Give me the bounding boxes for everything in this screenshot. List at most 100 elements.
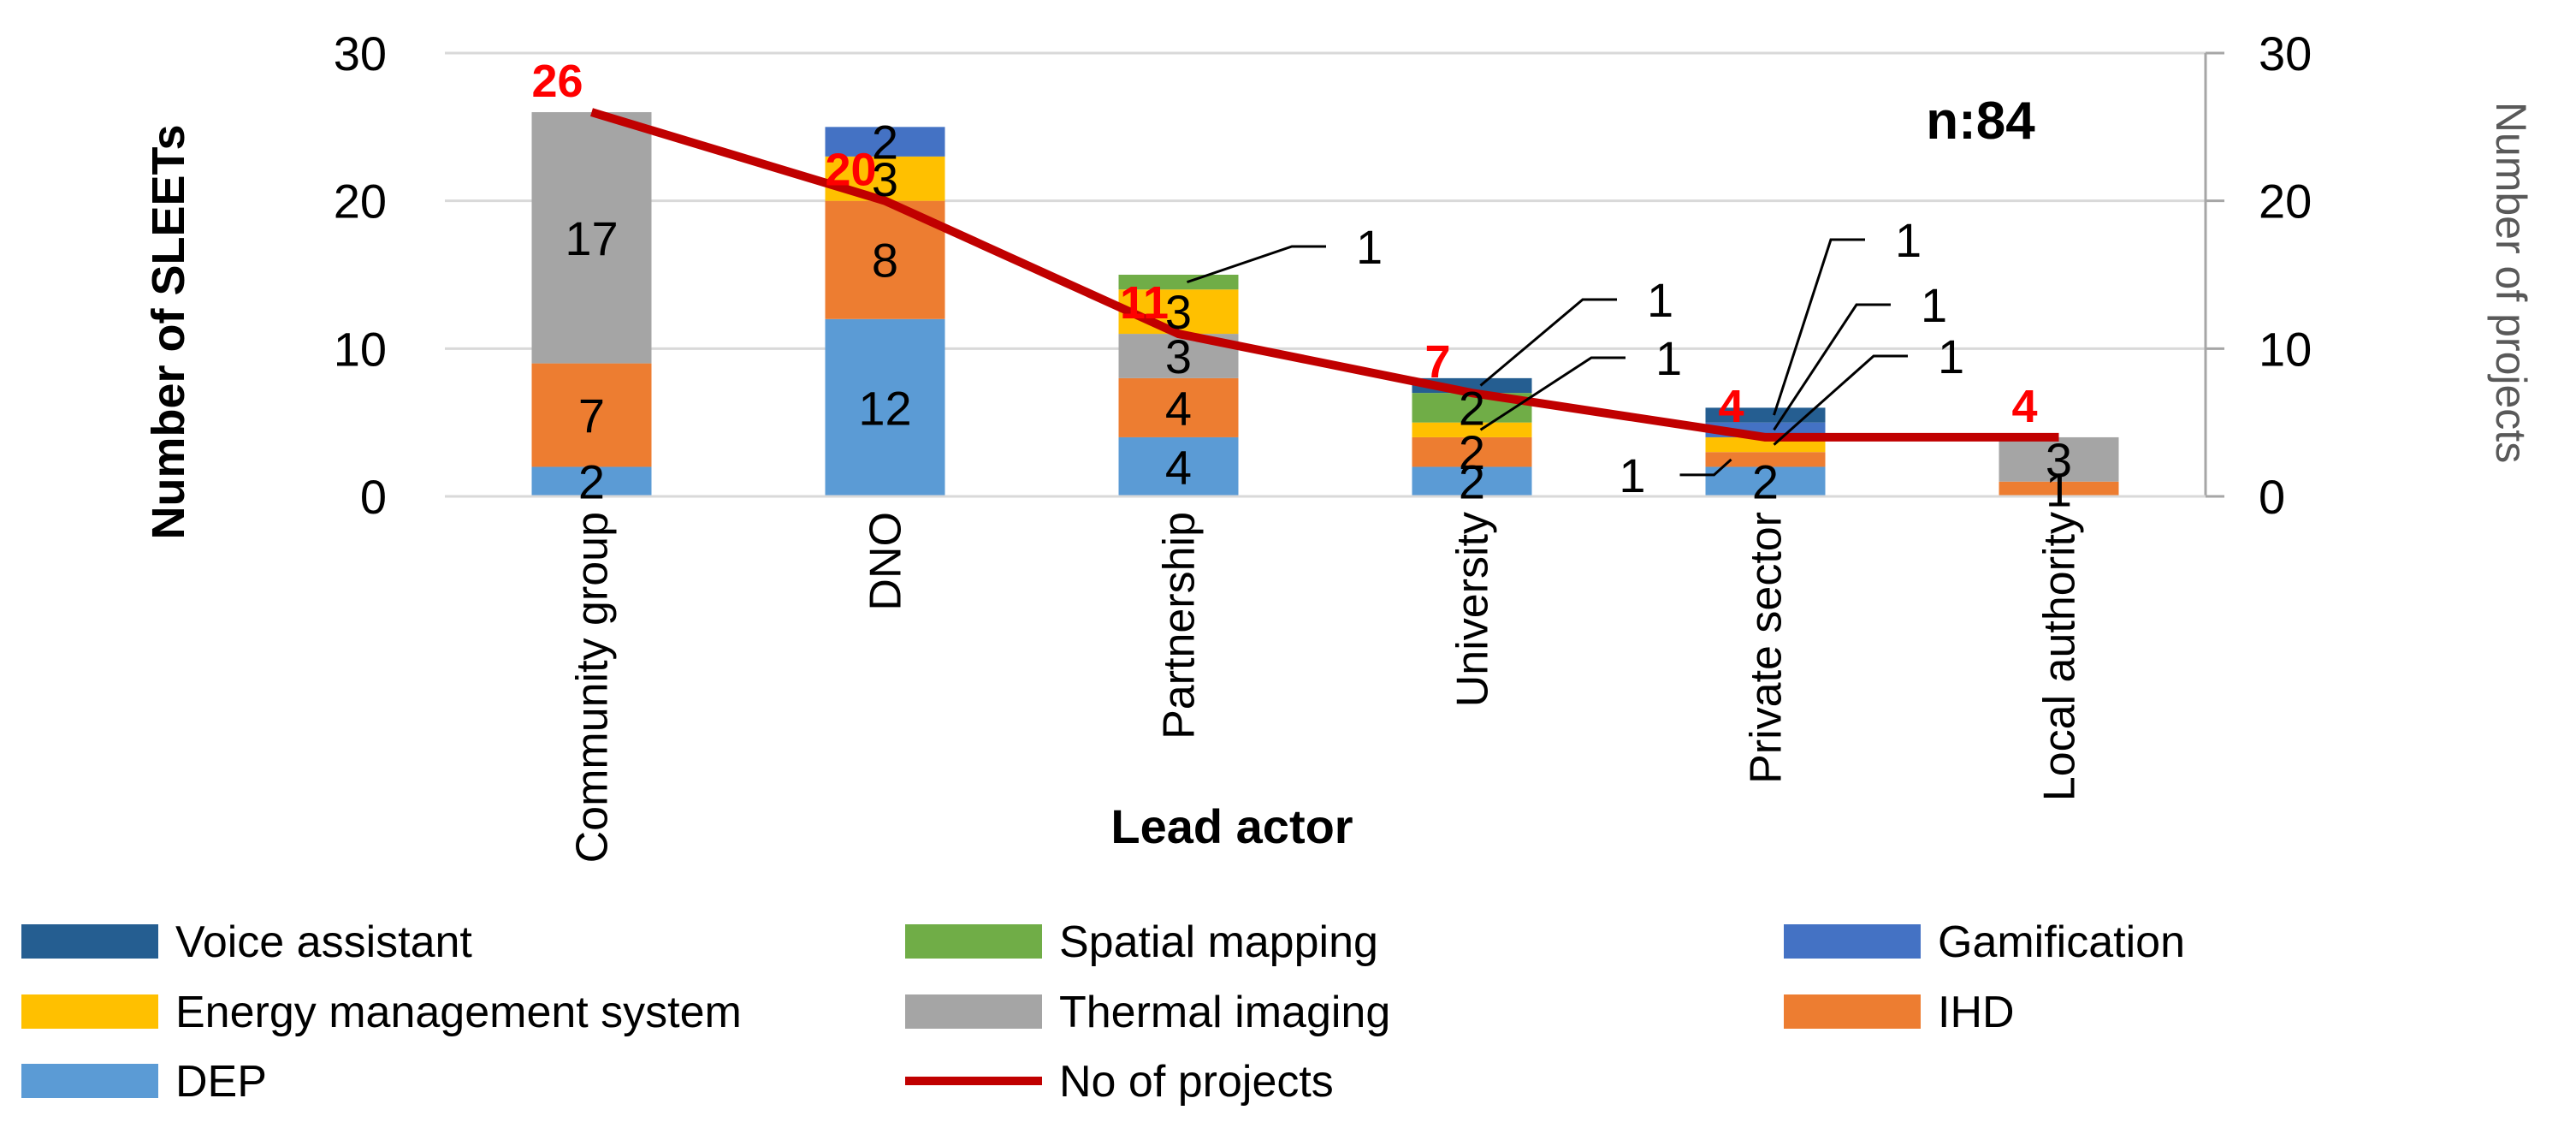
bar-dno-dep <box>825 318 945 496</box>
legend-swatch-voice-assistant <box>21 924 158 959</box>
data-label-community-group-dep: 2 <box>578 455 605 509</box>
bar-partnership-spatial-mapping <box>1118 275 1239 290</box>
projects-label-university: 7 <box>1424 336 1450 388</box>
legend-swatch-dep <box>21 1064 158 1098</box>
data-label-partnership-dep: 4 <box>1165 440 1192 494</box>
bar-private-sector-voice-assistant <box>1705 407 1826 423</box>
callout-label-private-sector-voice-assistant: 1 <box>1895 213 1922 267</box>
y2-tick-label-20: 20 <box>2259 175 2312 229</box>
legend-label-ihd: IHD <box>1938 988 2015 1037</box>
bar-community-group-ihd <box>531 363 652 467</box>
x-tick-label-university: University <box>1448 512 1498 707</box>
y-tick-label-10: 10 <box>334 322 387 376</box>
x-axis-title: Lead actor <box>1110 799 1353 853</box>
legend-entry-no-of-projects: No of projects <box>905 1057 1334 1107</box>
data-label-dno-energy-management-system: 3 <box>872 152 898 206</box>
y2-tick-label-10: 10 <box>2259 322 2312 376</box>
legend-label-thermal-imaging: Thermal imaging <box>1059 988 1390 1037</box>
data-label-partnership-ihd: 4 <box>1165 381 1192 435</box>
callout-label-private-sector-ihd: 1 <box>1619 448 1645 502</box>
legend-swatch-energy-management-system <box>21 994 158 1029</box>
legend-label-energy-management-system: Energy management system <box>175 988 742 1037</box>
x-tick-label-private-sector: Private sector <box>1742 512 1791 784</box>
legend-entry-thermal-imaging: Thermal imaging <box>905 988 1390 1037</box>
callout-line-partnership-spatial-mapping <box>1187 245 1326 284</box>
bar-university-ihd <box>1412 436 1532 467</box>
legend-entry-energy-management-system: Energy management system <box>21 988 742 1037</box>
axes <box>445 51 2224 498</box>
data-label-university-spatial-mapping: 2 <box>1459 381 1485 435</box>
legend-label-spatial-mapping: Spatial mapping <box>1059 917 1378 967</box>
data-label-community-group-ihd: 7 <box>578 389 605 442</box>
data-label-community-group-thermal-imaging: 17 <box>565 211 618 265</box>
bar-partnership-ihd <box>1118 377 1239 437</box>
callout-label-partnership-spatial-mapping: 1 <box>1356 220 1383 274</box>
y2-axis-title: Number of projects <box>2487 102 2535 463</box>
data-label-dno-dep: 12 <box>858 381 911 435</box>
x-tick-label-dno: DNO <box>862 512 911 611</box>
x-tick-label-partnership: Partnership <box>1155 512 1205 739</box>
callout-line-private-sector-ihd <box>1679 458 1732 477</box>
data-label-partnership-energy-management-system: 3 <box>1165 285 1192 339</box>
bar-university-energy-management-system <box>1412 422 1532 437</box>
bar-private-sector-ihd <box>1705 452 1826 467</box>
legend-label-voice-assistant: Voice assistant <box>175 917 472 967</box>
callout-label-university-energy-management-system: 1 <box>1655 331 1682 385</box>
callout-label-private-sector-energy-management-system: 1 <box>1938 329 1964 383</box>
projects-label-community-group: 26 <box>531 56 583 107</box>
data-label-university-ihd: 2 <box>1459 425 1485 479</box>
data-label-local-authority-thermal-imaging: 3 <box>2046 433 2072 487</box>
callout-line-university-energy-management-system <box>1479 356 1626 431</box>
legend-entry-voice-assistant: Voice assistant <box>21 917 472 967</box>
bar-private-sector-dep <box>1705 466 1826 496</box>
bar-community-group-dep <box>531 466 652 496</box>
projects-line <box>590 108 2059 442</box>
legend-swatch-gamification <box>1784 924 1921 959</box>
projects-label-private-sector: 4 <box>1718 381 1744 432</box>
callout-label-university-voice-assistant: 1 <box>1647 273 1673 327</box>
legend-label-dep: DEP <box>175 1057 267 1107</box>
legend-entry-dep: DEP <box>21 1057 267 1107</box>
legend-label-gamification: Gamification <box>1938 917 2185 967</box>
legend-entry-gamification: Gamification <box>1784 917 2185 967</box>
bar-local-authority-ihd <box>1999 481 2119 496</box>
data-label-university-dep: 2 <box>1459 455 1485 509</box>
data-label-dno-gamification: 2 <box>872 116 898 169</box>
y-axis-title: Number of SLEETs <box>143 124 194 539</box>
bar-local-authority-thermal-imaging <box>1999 436 2119 482</box>
legend-label-no-of-projects: No of projects <box>1059 1057 1334 1107</box>
projects-label-local-authority: 4 <box>2011 381 2037 432</box>
projects-line-group <box>590 108 2059 442</box>
y-tick-label-30: 30 <box>334 27 387 80</box>
legend-swatch-spatial-mapping <box>905 924 1042 959</box>
bars <box>531 112 2119 496</box>
x-tick-label-local-authority: Local authority <box>2035 512 2085 801</box>
legend-entry-spatial-mapping: Spatial mapping <box>905 917 1378 967</box>
y2-tick-label-0: 0 <box>2259 470 2285 524</box>
y2-tick-label-30: 30 <box>2259 27 2312 80</box>
y-tick-label-0: 0 <box>360 470 387 524</box>
x-tick-label-community-group: Community group <box>568 512 618 863</box>
legend-swatch-thermal-imaging <box>905 994 1042 1029</box>
bar-dno-gamification <box>825 127 945 157</box>
legend: Voice assistant Spatial mapping Gamificati… <box>21 917 2185 1107</box>
bar-dno-energy-management-system <box>825 156 945 201</box>
data-label-private-sector-dep: 2 <box>1752 455 1779 509</box>
bar-community-group-thermal-imaging <box>531 112 652 364</box>
sample-size-annotation: n:84 <box>1926 92 2035 151</box>
callout-line-private-sector-gamification <box>1773 303 1891 431</box>
legend-entry-ihd: IHD <box>1784 988 2015 1037</box>
bar-partnership-dep <box>1118 436 1239 496</box>
projects-label-dno: 20 <box>825 145 876 196</box>
y-tick-label-20: 20 <box>334 175 387 229</box>
data-label-partnership-thermal-imaging: 3 <box>1165 329 1192 383</box>
callout-line-university-voice-assistant <box>1479 298 1617 387</box>
projects-label-partnership: 11 <box>1120 277 1169 329</box>
callout-label-private-sector-gamification: 1 <box>1921 278 1947 332</box>
callout-line-private-sector-energy-management-system <box>1773 354 1908 446</box>
labels: 0 0 10 10 20 20 30 30 Community group DNO Partners… <box>334 27 2312 863</box>
legend-swatch-ihd <box>1784 994 1921 1029</box>
bar-university-dep <box>1412 466 1532 496</box>
data-label-dno-ihd: 8 <box>872 234 898 288</box>
